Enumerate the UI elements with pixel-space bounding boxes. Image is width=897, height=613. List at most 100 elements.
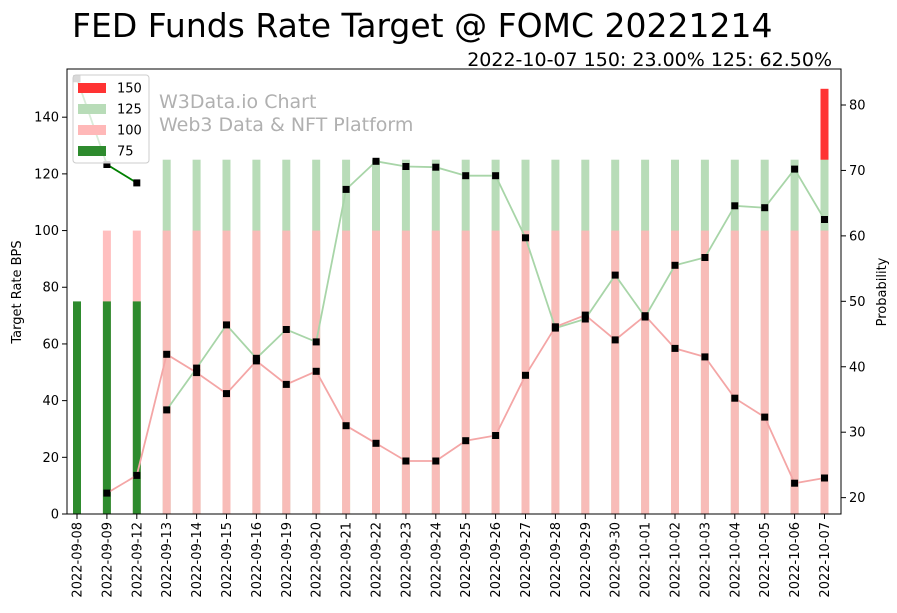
point-125-2022-09-13 (163, 406, 171, 414)
point-100-2022-09-28 (551, 323, 559, 331)
x-tick-label: 2022-10-02 (669, 522, 684, 598)
point-125-2022-09-20 (312, 338, 320, 346)
point-125-2022-09-30 (611, 271, 619, 279)
legend-swatch-125 (78, 104, 106, 114)
point-125-2022-10-06 (791, 165, 799, 173)
x-tick-label: 2022-09-23 (399, 522, 414, 598)
right-axis-label: Probability (875, 257, 890, 326)
legend-label-150: 150 (117, 82, 142, 97)
point-100-2022-09-19 (282, 380, 290, 388)
point-100-2022-09-22 (372, 439, 380, 447)
right-tick-label: 40 (849, 360, 866, 375)
point-125-2022-09-29 (581, 315, 589, 323)
x-tick-label: 2022-09-30 (609, 522, 624, 598)
x-tick-label: 2022-10-07 (818, 522, 833, 598)
point-100-2022-09-24 (432, 457, 440, 465)
bar-100-2022-09-25 (461, 230, 470, 514)
watermark: W3Data.io Chart Web3 Data & NFT Platform (159, 91, 413, 136)
x-tick-label: 2022-09-26 (489, 522, 504, 598)
point-100-2022-09-09 (103, 489, 111, 497)
x-tick-label: 2022-09-22 (370, 522, 385, 598)
point-100-2022-09-14 (193, 369, 201, 377)
bar-100-2022-09-29 (581, 230, 590, 514)
x-tick-label: 2022-09-21 (340, 522, 355, 598)
right-tick-label: 80 (849, 98, 866, 113)
bar-100-2022-10-04 (730, 230, 739, 514)
x-tick-label: 2022-09-13 (160, 522, 175, 598)
watermark-line-1: W3Data.io Chart (159, 91, 316, 113)
right-tick-label: 50 (849, 295, 866, 310)
x-axis: 2022-09-08 2022-09-09 2022-09-12 2022-09-13… (71, 514, 833, 598)
point-125-2022-09-15 (223, 321, 230, 329)
bar-100-2022-10-02 (671, 230, 679, 514)
point-100-2022-09-29 (581, 311, 589, 319)
marker-layer (73, 75, 828, 497)
legend-box (72, 74, 150, 164)
x-tick-label: 2022-09-09 (100, 522, 115, 598)
plot-frame (66, 68, 842, 515)
x-tick-label: 2022-10-05 (758, 522, 773, 598)
point-125-2022-09-25 (462, 172, 470, 180)
point-125-2022-10-04 (731, 202, 739, 210)
legend-swatch-100 (78, 125, 106, 135)
x-tick-label: 2022-09-20 (310, 522, 325, 598)
point-100-2022-09-13 (163, 350, 171, 358)
point-100-2022-09-16 (252, 357, 260, 365)
bar-100-2022-09-21 (342, 230, 351, 514)
bar-75-2022-09-12 (132, 301, 141, 514)
point-100-2022-09-30 (611, 336, 619, 344)
point-100-2022-09-20 (312, 367, 320, 375)
x-tick-label: 2022-09-16 (250, 522, 265, 598)
point-100-2022-09-12 (133, 471, 141, 479)
point-100-2022-10-02 (671, 344, 679, 352)
point-125-2022-09-21 (342, 185, 350, 193)
right-tick-label: 70 (849, 164, 866, 179)
left-tick-label: 40 (42, 394, 59, 409)
left-tick-label: 100 (34, 224, 59, 239)
point-100-2022-09-25 (462, 437, 470, 445)
x-tick-label: 2022-09-12 (130, 522, 145, 598)
x-tick-label: 2022-09-14 (190, 522, 205, 598)
point-100-2022-09-27 (522, 371, 529, 379)
chart-subtitle: 2022-10-07 150: 23.00% 125: 62.50% (467, 49, 832, 71)
legend-swatch-75 (78, 146, 106, 156)
bar-100-2022-10-01 (641, 230, 650, 514)
left-tick-label: 20 (42, 451, 59, 466)
left-tick-label: 0 (51, 508, 59, 523)
bar-100-2022-09-30 (611, 230, 620, 514)
point-100-2022-10-04 (731, 394, 739, 402)
chart-title: FED Funds Rate Target @ FOMC 20221214 (72, 6, 773, 45)
x-tick-label: 2022-10-01 (639, 522, 654, 598)
legend-label-75: 75 (117, 145, 134, 160)
point-100-2022-10-05 (761, 413, 769, 421)
bar-100-2022-10-03 (700, 230, 709, 514)
point-125-2022-09-27 (522, 234, 529, 242)
point-100-2022-09-23 (402, 457, 410, 465)
point-125-2022-09-24 (432, 163, 440, 171)
x-tick-label: 2022-10-03 (698, 522, 713, 598)
bar-100-2022-09-22 (372, 230, 380, 514)
x-tick-label: 2022-09-27 (519, 522, 534, 598)
watermark-line-2: Web3 Data & NFT Platform (159, 114, 413, 136)
x-tick-label: 2022-10-06 (788, 522, 803, 598)
left-tick-label: 60 (42, 337, 59, 352)
point-125-2022-10-05 (761, 204, 769, 212)
point-125-2022-10-07 (821, 216, 828, 223)
left-tick-label: 140 (34, 111, 59, 126)
x-tick-label: 2022-09-08 (71, 522, 86, 598)
point-100-2022-10-07 (821, 474, 828, 482)
bar-100-2022-10-07 (820, 230, 829, 514)
x-tick-label: 2022-09-25 (459, 522, 474, 598)
legend: 150 125 100 75 (72, 74, 150, 164)
legend-swatch-150 (78, 83, 106, 93)
bar-100-2022-09-19 (282, 230, 291, 514)
point-100-2022-09-15 (223, 390, 230, 398)
x-tick-label: 2022-09-29 (579, 522, 594, 598)
x-tick-label: 2022-09-19 (280, 522, 295, 598)
x-tick-label: 2022-09-15 (220, 522, 235, 598)
point-125-2022-09-19 (282, 326, 290, 333)
bar-100-2022-09-23 (401, 230, 410, 514)
point-100-2022-10-01 (641, 312, 649, 320)
bar-100-2022-10-06 (790, 230, 799, 514)
